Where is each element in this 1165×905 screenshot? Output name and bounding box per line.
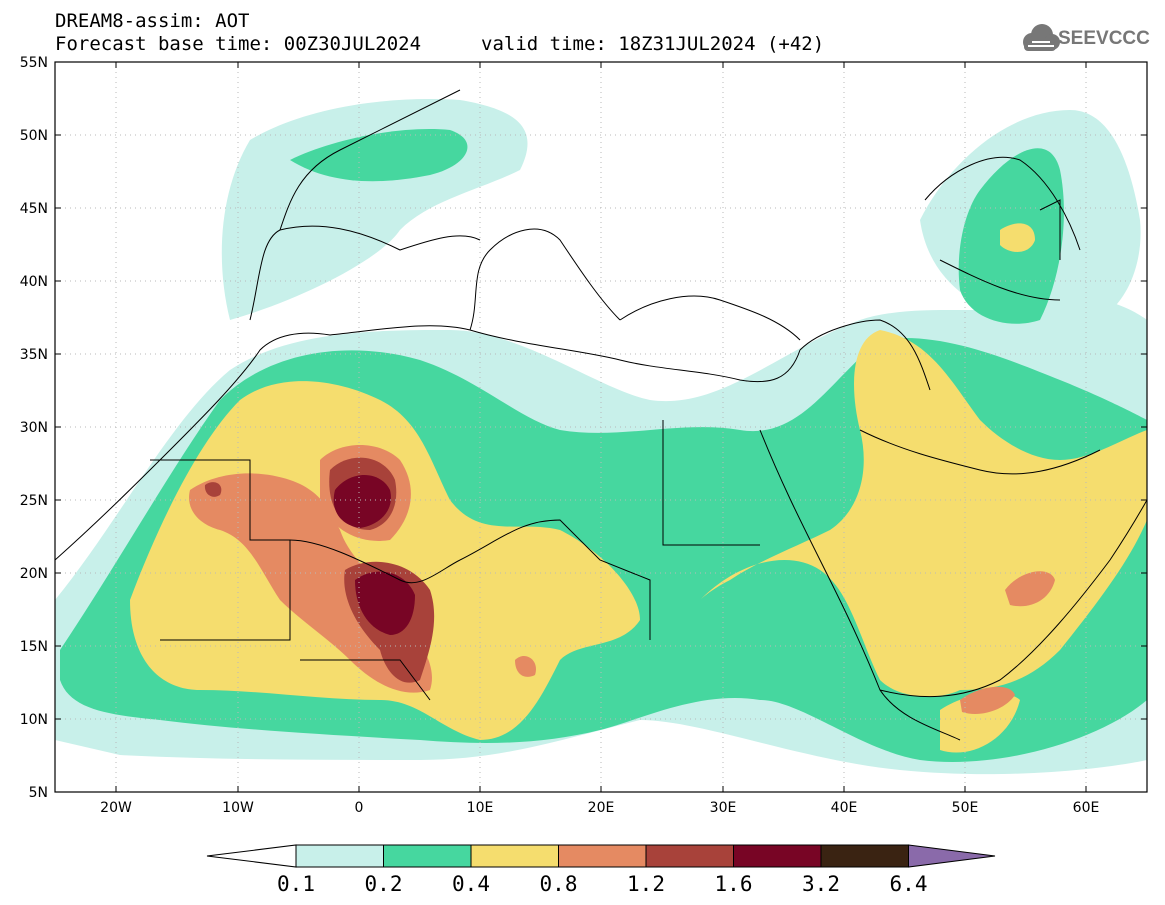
lon-label: 0: [355, 800, 364, 816]
lon-label: 40E: [831, 800, 858, 816]
lon-label: 60E: [1073, 800, 1100, 816]
colorbar-segment: [558, 844, 647, 868]
colorbar-under-arrow: [206, 844, 297, 868]
lat-label: 10N: [20, 712, 48, 728]
colorbar-segment: [733, 844, 822, 868]
colorbar-label: 0.8: [539, 872, 578, 896]
coastlines: [55, 89, 1147, 741]
graticule: [55, 62, 1147, 792]
lon-label: 10W: [222, 800, 254, 816]
valid-time: valid time: 18Z31JUL2024 (+42): [481, 33, 825, 55]
lon-label: 20W: [100, 800, 132, 816]
lon-label: 30E: [710, 800, 737, 816]
colorbar-segment: [820, 844, 909, 868]
colorbar-segment: [383, 844, 472, 868]
lat-label: 30N: [20, 420, 48, 436]
lat-label: 35N: [20, 347, 48, 363]
colorbar-label: 1.6: [714, 872, 753, 896]
lat-label: 40N: [20, 274, 48, 290]
lat-label: 45N: [20, 201, 48, 217]
logo-text: SEEVCCC: [1058, 28, 1150, 49]
lat-label: 25N: [20, 493, 48, 509]
colorbar-segment: [295, 844, 384, 868]
latitude-labels: 55N 50N 45N 40N 35N 30N 25N 20N 15N 10N …: [20, 55, 48, 801]
forecast-base-time: Forecast base time: 00Z30JUL2024: [55, 33, 422, 55]
lat-label: 15N: [20, 639, 48, 655]
lon-label: 20E: [588, 800, 615, 816]
colorbar: [206, 844, 996, 868]
longitude-labels: 20W 10W 0 10E 20E 30E 40E 50E 60E: [100, 800, 1099, 816]
colorbar-segment: [645, 844, 734, 868]
lat-label: 5N: [29, 785, 48, 801]
axis-ticks: [55, 61, 1147, 793]
colorbar-label: 3.2: [802, 872, 840, 896]
colorbar-label: 0.1: [277, 872, 315, 896]
colorbar-label: 6.4: [889, 872, 928, 896]
cloud-icon: [1023, 24, 1060, 51]
lon-label: 10E: [467, 800, 494, 816]
lat-label: 50N: [20, 128, 48, 144]
colorbar-label: 0.4: [452, 872, 490, 896]
colorbar-label: 1.2: [627, 872, 665, 896]
colorbar-over-arrow: [908, 844, 996, 868]
lon-label: 50E: [952, 800, 979, 816]
lat-label: 55N: [20, 55, 48, 71]
colorbar-segment: [470, 844, 559, 868]
lat-label: 20N: [20, 566, 48, 582]
colorbar-label: 0.2: [364, 872, 403, 896]
map-title: DREAM8-assim: AOT: [55, 10, 250, 32]
